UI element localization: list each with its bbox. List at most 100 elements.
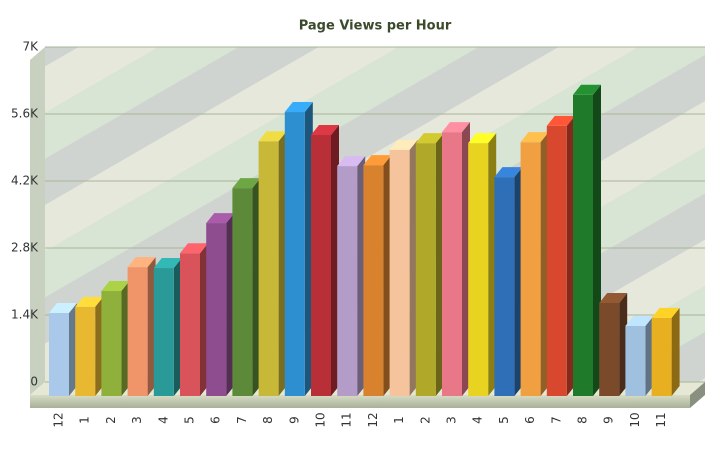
x-tick-label: 7 (549, 416, 563, 424)
bar-side (540, 132, 549, 396)
bar-side (95, 296, 104, 396)
bar (599, 292, 628, 396)
x-tick-label: 4 (471, 416, 485, 424)
bar (49, 303, 77, 396)
bar (494, 167, 523, 396)
x-tick-label: 6 (523, 416, 537, 424)
bar-top (651, 307, 680, 318)
bar-side (304, 102, 313, 397)
bar-front (49, 313, 69, 396)
bar-side (147, 257, 156, 396)
bar-side (278, 131, 287, 396)
bar-front (520, 142, 541, 396)
bar (337, 156, 366, 396)
y-tick-label: 0 (30, 375, 38, 389)
side-wall (30, 47, 45, 395)
x-tick-label: 2 (104, 416, 118, 424)
bar-front (101, 291, 122, 396)
x-tick-label: 5 (183, 416, 197, 424)
bar-top (468, 133, 497, 144)
bar-side (645, 315, 654, 396)
x-tick-label: 4 (156, 416, 170, 424)
bar (101, 281, 130, 396)
x-tick-label: 6 (209, 416, 223, 424)
bar-front (232, 188, 253, 396)
bar-top (389, 139, 418, 150)
bar-side (173, 258, 182, 396)
chart-title: Page Views per Hour (299, 19, 452, 34)
bar-side (619, 292, 628, 396)
bar-top (127, 257, 156, 268)
bar-side (514, 167, 523, 396)
bar-top (311, 125, 339, 136)
bar-top (153, 258, 182, 269)
bar-side (671, 307, 680, 396)
bar-top (520, 132, 549, 143)
x-tick-label: 10 (628, 412, 642, 427)
bar-side (252, 178, 261, 396)
bar-side (488, 133, 497, 396)
x-tick-label: 10 (314, 412, 328, 427)
bar-top (337, 156, 366, 167)
bar-front (625, 325, 646, 396)
bar-front (573, 94, 593, 397)
floor-side (690, 382, 705, 408)
bar (573, 84, 601, 397)
x-tick-label: 5 (497, 416, 511, 424)
bar-side (383, 155, 392, 396)
x-tick-label: 1 (392, 416, 406, 424)
x-tick-label: 9 (602, 416, 616, 424)
bar-front (599, 302, 620, 396)
x-tick-label: 12 (366, 412, 380, 427)
bar (311, 125, 339, 396)
bar-front (546, 125, 567, 397)
x-tick-label: 3 (130, 416, 144, 424)
x-tick-label: 1 (78, 416, 92, 424)
y-tick-label: 4.2K (11, 174, 39, 188)
bar-side (462, 122, 470, 396)
bar-top (101, 281, 130, 292)
x-tick-label: 9 (287, 416, 301, 424)
bar-top (258, 131, 287, 142)
bar-front (75, 306, 96, 396)
bar (520, 132, 549, 396)
y-tick-label: 7K (22, 40, 39, 54)
bar (284, 102, 313, 397)
bar-front (651, 317, 672, 396)
bar-top (546, 115, 575, 126)
bar-top (180, 243, 208, 254)
bar (206, 213, 235, 396)
bar-top (206, 213, 235, 224)
bar-top (573, 84, 601, 95)
bar-side (226, 213, 235, 396)
bar (75, 296, 104, 396)
bar-top (494, 167, 523, 178)
bar-top (232, 178, 261, 189)
x-tick-label: 11 (654, 412, 668, 427)
bar-side (409, 139, 418, 397)
bar-front (494, 177, 515, 396)
bar-top (363, 155, 392, 166)
bar (625, 315, 654, 396)
bar (127, 257, 156, 396)
bar-top (49, 303, 77, 314)
bars (49, 84, 680, 397)
y-tick-label: 2.8K (11, 241, 39, 255)
bar (232, 178, 261, 396)
bar-side (435, 133, 444, 396)
bar (389, 139, 418, 397)
bar-top (442, 122, 470, 133)
bar-side (593, 84, 601, 397)
bar-front (206, 223, 227, 396)
bar (442, 122, 470, 396)
bar (180, 243, 208, 396)
bar-front (468, 143, 489, 396)
bar-front (284, 112, 305, 397)
bar-side (69, 303, 77, 396)
x-tick-label: 2 (418, 416, 432, 424)
bar-side (566, 115, 575, 397)
x-tick-label: 8 (576, 416, 590, 424)
bar-side (121, 281, 130, 396)
bar-front (442, 132, 462, 396)
